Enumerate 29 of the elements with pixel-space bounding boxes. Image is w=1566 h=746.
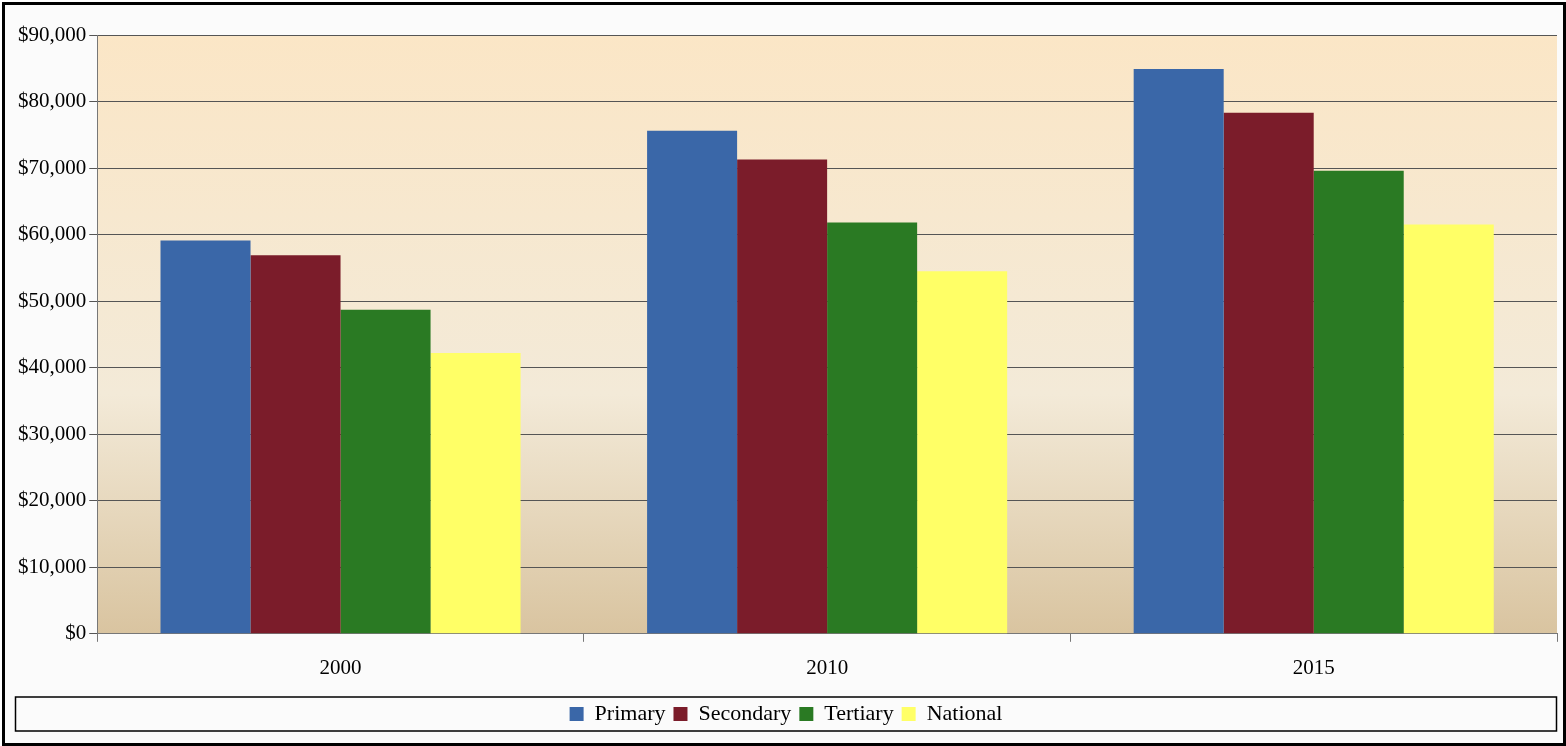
y-tick-label: $20,000 (18, 487, 87, 512)
y-tick-label: $10,000 (18, 553, 87, 578)
x-tick-label: 2000 (319, 654, 362, 679)
y-tick-label: $90,000 (18, 21, 87, 46)
bar (340, 309, 431, 634)
bar (1403, 224, 1494, 634)
bar (917, 271, 1008, 634)
bar (250, 255, 341, 634)
x-tick-label: 2010 (806, 654, 849, 679)
legend-label: Tertiary (824, 699, 894, 725)
bar (737, 159, 828, 634)
y-tick-label: $80,000 (18, 88, 87, 113)
bar (647, 130, 738, 634)
bar (1133, 68, 1224, 634)
bar (1223, 112, 1314, 634)
bar (827, 222, 918, 634)
y-tick-label: $0 (65, 620, 87, 645)
bar (430, 353, 521, 634)
y-tick-label: $30,000 (18, 420, 87, 445)
y-tick-label: $50,000 (18, 287, 87, 312)
bar (160, 240, 251, 634)
y-tick-label: $70,000 (18, 154, 87, 179)
x-tick-label: 2015 (1292, 654, 1335, 679)
y-tick-label: $40,000 (18, 354, 87, 379)
bar (1313, 170, 1404, 634)
legend-label: Secondary (698, 699, 792, 725)
y-tick-label: $60,000 (18, 221, 87, 246)
legend-label: National (926, 699, 1003, 725)
legend-label: Primary (594, 699, 666, 725)
